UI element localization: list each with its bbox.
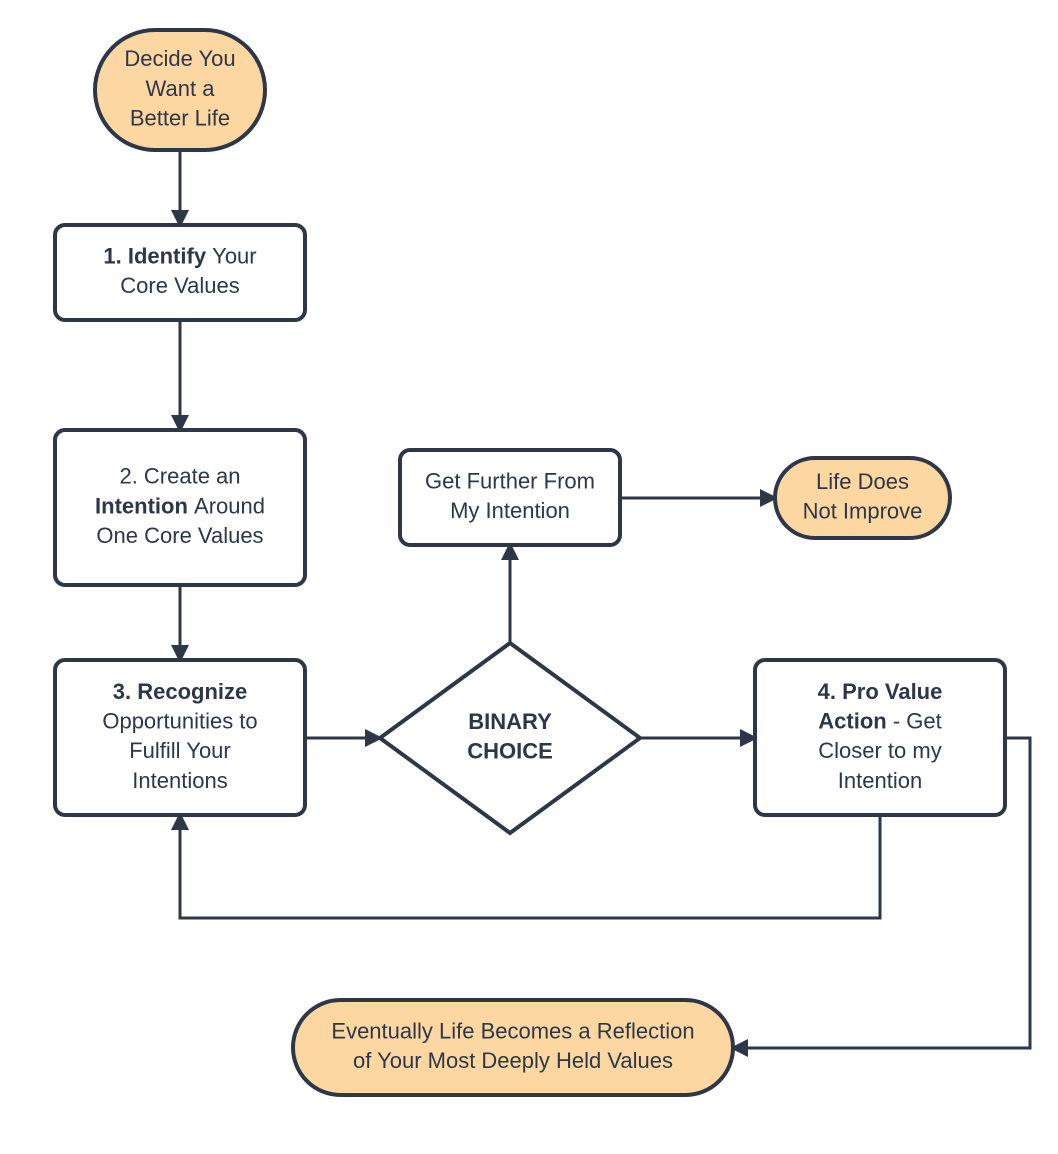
node-decision: BINARY CHOICE bbox=[380, 643, 640, 833]
node-text-line: of Your Most Deeply Held Values bbox=[353, 1048, 673, 1073]
node-text-line: Core Values bbox=[120, 273, 239, 298]
node-text-line: One Core Values bbox=[96, 523, 263, 548]
node-text-line: BINARY bbox=[468, 709, 552, 734]
node-text-line: My Intention bbox=[450, 498, 570, 523]
node-text-line: Decide You bbox=[124, 46, 235, 71]
node-text-line: Intention Around bbox=[95, 493, 265, 518]
node-text-line: Closer to my bbox=[818, 738, 941, 763]
node-text-line: Better Life bbox=[130, 106, 230, 131]
node-text-line: Not Improve bbox=[803, 499, 923, 524]
node-text-line: Eventually Life Becomes a Reflection bbox=[331, 1018, 694, 1043]
node-text-line: 4. Pro Value bbox=[818, 679, 943, 704]
node-step4: 4. Pro Value Action - Get Closer to my Inte… bbox=[755, 660, 1005, 815]
node-text-line: Intentions bbox=[132, 768, 227, 793]
node-further: Get Further From My Intention bbox=[400, 450, 620, 545]
node-text-line: Intention bbox=[838, 768, 922, 793]
nodes-group: Decide You Want a Better Life 1. Identify Y… bbox=[55, 30, 1005, 1095]
node-text-line: CHOICE bbox=[467, 739, 553, 764]
node-text-line: 1. Identify Your bbox=[103, 243, 256, 268]
step4-to-step3-loop bbox=[180, 815, 880, 918]
node-end: Eventually Life Becomes a Reflection of Y… bbox=[293, 1000, 733, 1095]
node-text-line: Fulfill Your bbox=[129, 738, 231, 763]
node-step3: 3. Recognize Opportunities to Fulfill Your… bbox=[55, 660, 305, 815]
node-text-line: Life Does bbox=[816, 469, 909, 494]
node-text-line: 2. Create an bbox=[119, 464, 240, 489]
edges-group bbox=[180, 150, 1030, 1048]
node-text-line: 3. Recognize bbox=[113, 679, 247, 704]
node-notimprove: Life Does Not Improve bbox=[775, 458, 950, 538]
node-text-line: Action - Get bbox=[818, 708, 941, 733]
node-step1: 1. Identify Your Core Values bbox=[55, 225, 305, 320]
node-text-line: Want a bbox=[146, 76, 216, 101]
node-start: Decide You Want a Better Life bbox=[95, 30, 265, 150]
node-step2: 2. Create an Intention Around One Core Val… bbox=[55, 430, 305, 585]
flowchart-diagram: Decide You Want a Better Life 1. Identify Y… bbox=[0, 0, 1058, 1154]
node-text-line: Get Further From bbox=[425, 468, 595, 493]
node-text-line: Opportunities to bbox=[102, 708, 257, 733]
